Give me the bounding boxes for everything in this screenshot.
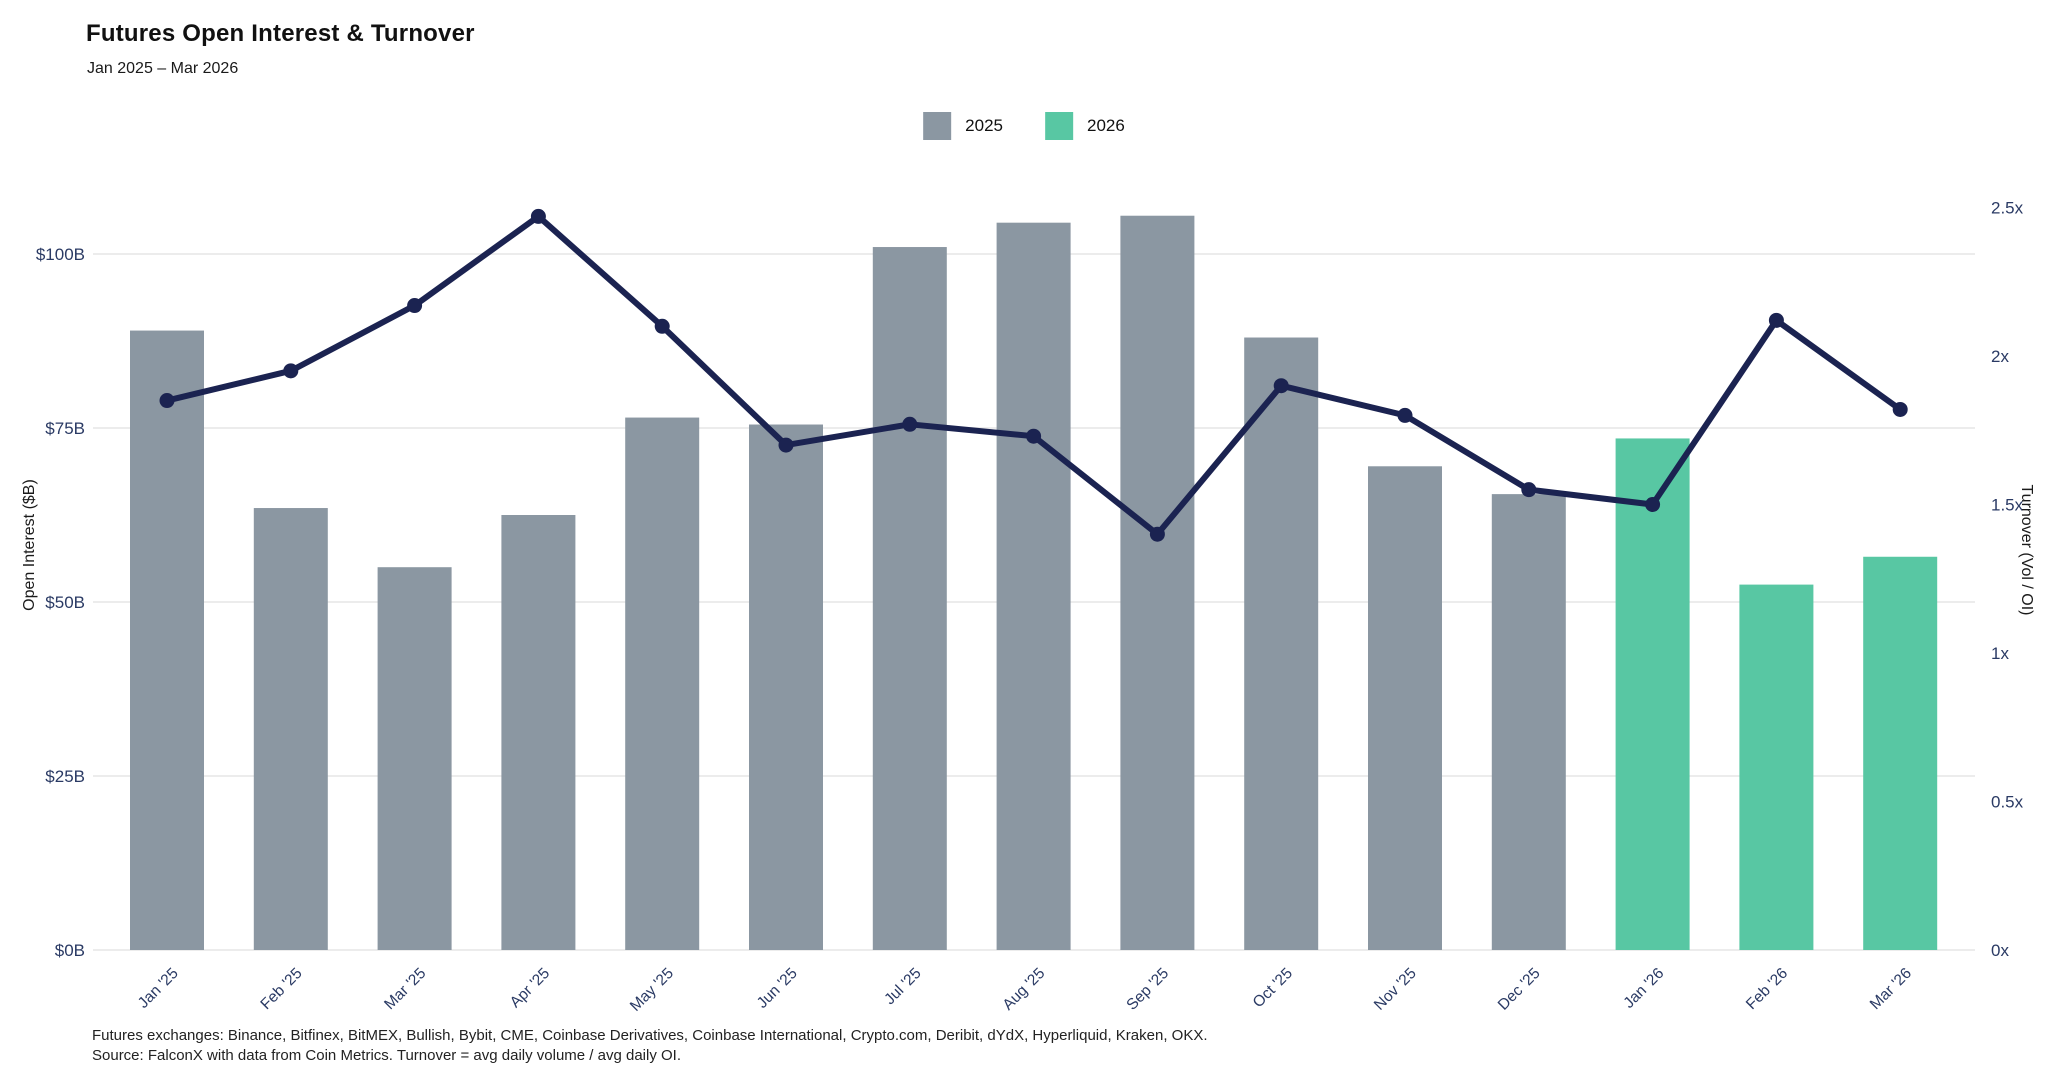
bar-jul-25: [872, 247, 947, 951]
bar-jun-25: [749, 424, 823, 950]
legend-swatch-2026: [1045, 112, 1073, 140]
bar-jan-26: [1615, 438, 1690, 950]
bar-oct-25: [1244, 337, 1319, 950]
legend-label-2025: 2025: [965, 116, 1003, 135]
x-tick-mar-25: Mar '25: [381, 965, 429, 1013]
turnover-point-aug-25: [1026, 428, 1042, 444]
legend: 2025 2026: [923, 112, 1125, 140]
x-tick-mar-26: Mar '26: [1867, 965, 1915, 1013]
turnover-point-may-25: [654, 318, 670, 334]
bar-jan-25: [130, 330, 204, 950]
right-tick-0: 0x: [1991, 941, 2009, 960]
footnote-exchanges: Futures exchanges: Binance, Bitfinex, Bi…: [92, 1027, 1208, 1044]
chart-subtitle: Jan 2025 – Mar 2026: [87, 60, 239, 77]
bar-feb-25: [253, 508, 328, 950]
bar-mar-25: [377, 567, 452, 950]
x-tick-may-25: May '25: [627, 965, 677, 1015]
footnotes: Futures exchanges: Binance, Bitfinex, Bi…: [92, 1026, 1208, 1066]
turnover-point-oct-25: [1273, 378, 1289, 394]
left-tick-100: $100B: [36, 245, 85, 264]
x-tick-jan-26: Jan '26: [1620, 965, 1667, 1012]
turnover-point-jan-26: [1645, 497, 1661, 512]
right-tick-0-5: 0.5x: [1991, 793, 2024, 812]
right-tick-2-5: 2.5x: [1991, 199, 2024, 218]
x-tick-sep-25: Sep '25: [1123, 965, 1172, 1014]
turnover-point-jul-25: [902, 416, 918, 432]
bar-aug-25: [996, 222, 1071, 950]
turnover-point-feb-25: [283, 363, 299, 379]
bar-apr-25: [501, 515, 576, 950]
x-tick-feb-25: Feb '25: [257, 965, 305, 1013]
right-tick-2: 2x: [1991, 347, 2009, 366]
turnover-point-dec-25: [1521, 482, 1537, 498]
bar-nov-25: [1368, 466, 1442, 950]
bar-feb-26: [1739, 584, 1814, 950]
turnover-point-mar-25: [407, 298, 423, 314]
turnover-point-jan-25: [159, 393, 175, 409]
x-tick-jun-25: Jun '25: [754, 965, 801, 1012]
turnover-point-apr-25: [530, 208, 546, 224]
left-axis-title: Open Interest ($B): [21, 479, 38, 611]
left-tick-75: $75B: [45, 419, 85, 438]
bar-sep-25: [1120, 215, 1195, 951]
right-tick-1-5: 1.5x: [1991, 496, 2024, 515]
x-tick-jul-25: Jul '25: [881, 965, 924, 1008]
legend-swatch-2025: [923, 112, 952, 140]
turnover-point-jun-25: [778, 437, 794, 453]
turnover-point-sep-25: [1149, 526, 1165, 542]
left-tick-0: $0B: [55, 941, 85, 960]
legend-label-2026: 2026: [1087, 116, 1125, 135]
bar-mar-26: [1863, 556, 1938, 950]
left-tick-50: $50B: [45, 593, 85, 612]
footnote-source: Source: FalconX with data from Coin Metr…: [92, 1047, 681, 1064]
turnover-point-nov-25: [1397, 407, 1413, 423]
x-tick-dec-25: Dec '25: [1495, 965, 1544, 1014]
right-tick-1: 1x: [1991, 644, 2009, 663]
left-tick-25: $25B: [45, 767, 85, 786]
turnover-point-feb-26: [1768, 312, 1784, 328]
x-tick-aug-25: Aug '25: [1000, 965, 1049, 1014]
right-axis-title: Turnover (Vol / OI): [2018, 484, 2035, 616]
turnover-point-mar-26: [1892, 401, 1908, 417]
x-tick-jan-25: Jan '25: [135, 965, 182, 1012]
x-tick-oct-25: Oct '25: [1250, 965, 1296, 1011]
bar-dec-25: [1491, 494, 1566, 950]
bar-may-25: [625, 417, 700, 950]
x-tick-feb-26: Feb '26: [1743, 965, 1791, 1013]
x-tick-apr-25: Apr '25: [507, 965, 553, 1011]
x-tick-nov-25: Nov '25: [1371, 965, 1420, 1014]
chart-title: Futures Open Interest & Turnover: [86, 20, 475, 47]
